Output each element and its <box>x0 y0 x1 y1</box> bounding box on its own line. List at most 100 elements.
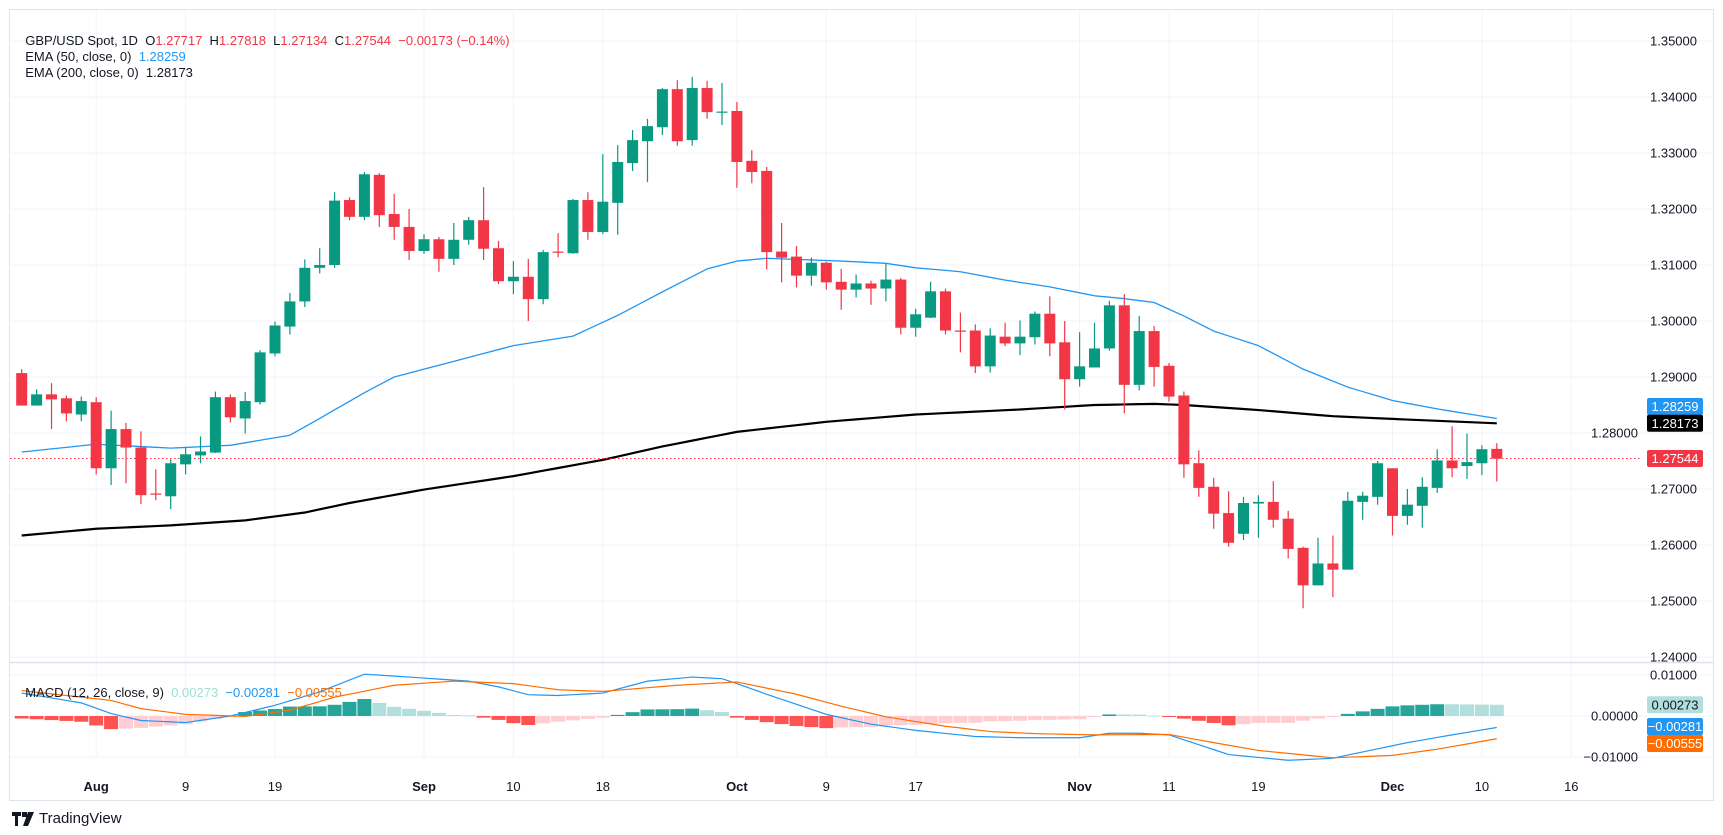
macd-histogram-bar <box>89 716 104 726</box>
brand-name: TradingView <box>39 810 122 827</box>
macd-histogram-bar <box>1296 716 1311 721</box>
macd-histogram-bar <box>536 716 551 724</box>
time-axis-label: Sep <box>412 779 436 794</box>
macd-histogram-bar <box>1117 714 1132 716</box>
macd-histogram <box>14 698 1504 730</box>
macd-histogram-bar <box>670 709 685 716</box>
macd-histogram-bar <box>417 710 431 716</box>
candle-body <box>1312 563 1324 586</box>
macd-histogram-bar <box>208 716 223 719</box>
macd-hist-badge-box <box>1647 696 1703 714</box>
ema50-line <box>21 257 1497 453</box>
candle-body <box>299 267 311 302</box>
candle-body <box>1431 460 1443 488</box>
candle-body <box>1044 313 1056 344</box>
candle-body <box>1387 468 1398 516</box>
macd-histogram-bar <box>1206 716 1221 723</box>
macd-histogram-bar <box>625 712 640 716</box>
time-axis-label: 10 <box>1475 779 1489 794</box>
ema50-legend[interactable]: EMA (50, close, 0) 1.28259 <box>18 33 186 65</box>
price-axis-label: 1.31000 <box>1650 258 1697 273</box>
candle-body <box>895 279 907 328</box>
candle-body <box>597 201 609 232</box>
candle-body <box>999 336 1011 344</box>
ema50-label: EMA (50, close, 0) <box>25 49 132 64</box>
macd-histogram-bar <box>1400 705 1415 716</box>
candle-body <box>880 279 892 289</box>
tradingview-logo[interactable]: TradingView <box>12 810 122 827</box>
candle-body <box>686 88 698 141</box>
macd-histogram-bar <box>655 709 670 716</box>
macd-histogram-bar <box>819 716 834 729</box>
high-label: H <box>209 33 219 48</box>
candle-body <box>746 160 758 173</box>
candle-body <box>671 89 683 142</box>
candle-body <box>761 170 773 253</box>
close-value: 1.27544 <box>344 33 392 48</box>
candle-body <box>1416 486 1428 506</box>
candle-body <box>567 200 579 254</box>
macd-histogram-bar <box>1013 716 1027 721</box>
ema200-value: 1.28173 <box>145 65 193 80</box>
candle-body <box>1074 366 1086 380</box>
candle-body <box>388 214 400 227</box>
candle-body <box>1059 342 1071 380</box>
low-value: 1.27134 <box>280 33 328 48</box>
macd-histogram-bar <box>1147 715 1162 717</box>
price-axis-label: 1.26000 <box>1650 538 1697 553</box>
macd-histogram-bar <box>1325 716 1340 717</box>
candle-body <box>731 111 743 162</box>
macd-signal-value: −0.00555 <box>287 685 342 700</box>
close-label: C <box>334 33 345 48</box>
last-price-badge-box <box>1647 450 1703 468</box>
candle-body <box>269 325 281 354</box>
macd-histogram-bar <box>729 716 744 718</box>
candle-body <box>1401 504 1413 516</box>
macd-histogram-bar <box>893 716 908 726</box>
price-axis-label: 1.27000 <box>1650 482 1697 497</box>
macd-histogram-bar <box>387 706 402 716</box>
time-axis-label: 19 <box>268 779 282 794</box>
macd-lines <box>21 673 1497 761</box>
candle-body <box>940 291 951 331</box>
price-axis-label: 1.30000 <box>1650 314 1697 329</box>
candle-body <box>75 401 87 415</box>
candle-body <box>716 111 728 113</box>
macd-histogram-bar <box>804 716 819 728</box>
macd-histogram-bar <box>1370 708 1385 716</box>
open-value: 1.27717 <box>155 33 203 48</box>
macd-histogram-bar <box>327 704 342 716</box>
macd-histogram-bar <box>1281 716 1296 723</box>
macd-histogram-bar <box>1266 716 1281 723</box>
candle-body <box>537 252 549 300</box>
candle-body <box>1148 331 1160 367</box>
ema200-legend[interactable]: EMA (200, close, 0) 1.28173 <box>18 49 193 81</box>
candle-body <box>1103 305 1115 349</box>
macd-histogram-bar <box>610 714 625 716</box>
ema50-price-badge: 1.28259 <box>1652 399 1699 414</box>
macd-histogram-bar <box>446 714 461 716</box>
macd-histogram-bar <box>1460 704 1474 716</box>
candle-body <box>1342 500 1354 570</box>
macd-badge: −0.00281 <box>1648 719 1703 734</box>
macd-histogram-bar <box>1176 716 1191 719</box>
macd-histogram-bar <box>685 708 700 716</box>
macd-histogram-bar <box>1236 716 1251 725</box>
macd-histogram-bar <box>1191 716 1206 721</box>
candle-body <box>1327 563 1339 570</box>
candle-body <box>1193 463 1205 488</box>
macd-histogram-bar <box>759 716 774 723</box>
candle-body <box>1118 305 1130 385</box>
price-axis-label: 1.32000 <box>1650 202 1697 217</box>
symbol-label[interactable]: GBP/USD Spot, 1D <box>25 33 138 48</box>
candle-body <box>1491 448 1503 459</box>
macd-histogram-bar <box>566 716 580 721</box>
main-legend[interactable]: GBP/USD Spot, 1D O1.27717 H1.27818 L1.27… <box>18 17 509 49</box>
macd-histogram-bar <box>834 716 849 728</box>
macd-legend[interactable]: MACD (12, 26, close, 9) 0.00273 −0.00281… <box>18 669 342 701</box>
candle-body <box>1208 486 1220 514</box>
candle-body <box>1282 518 1294 549</box>
ema50-value: 1.28259 <box>138 49 186 64</box>
candle-body <box>433 239 445 259</box>
